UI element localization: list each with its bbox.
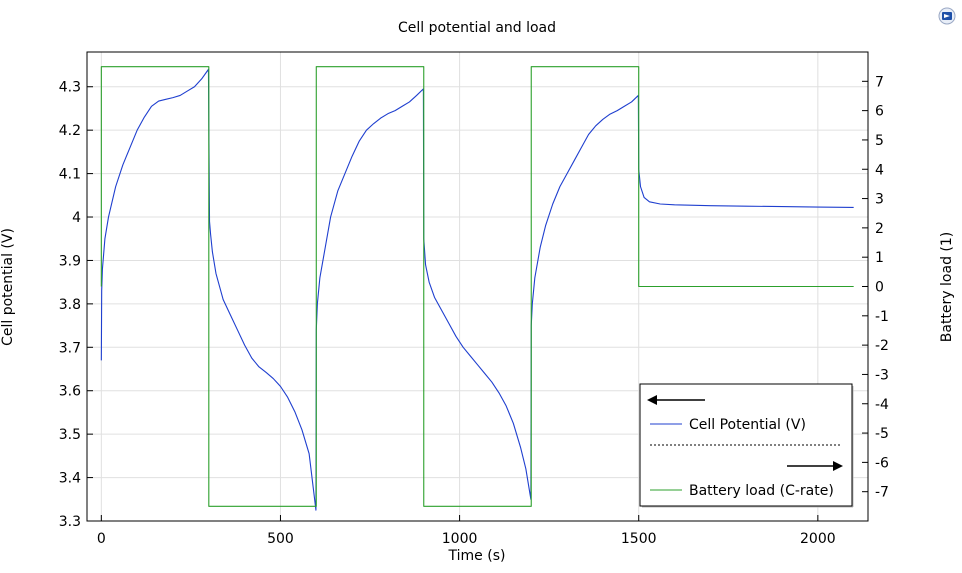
left-y-axis-label: Cell potential (V) [0, 228, 16, 346]
left-y-tick-label: 3.8 [59, 297, 81, 313]
legend-label-cell-potential: Cell Potential (V) [689, 417, 806, 433]
right-y-tick-label: 4 [875, 162, 884, 178]
x-tick-label: 1500 [621, 531, 657, 547]
right-y-tick-label: 1 [875, 250, 884, 266]
x-tick-label: 2000 [800, 531, 836, 547]
series-line-battery-load [100, 66, 854, 507]
left-y-tick-label: 4.3 [59, 80, 81, 96]
right-y-tick-label: 2 [875, 221, 884, 237]
left-y-tick-label: 3.5 [59, 427, 81, 443]
x-tick-label: 500 [267, 531, 294, 547]
x-tick-label: 0 [97, 531, 106, 547]
series-line-cell-potential [100, 68, 854, 511]
right-y-tick-label: 6 [875, 104, 884, 120]
right-y-axis-label: Battery load (1) [939, 232, 955, 342]
x-axis-label: Time (s) [448, 548, 506, 564]
right-y-tick-label: -6 [875, 455, 889, 471]
left-y-tick-label: 3.4 [59, 471, 81, 487]
right-y-axis-ticks: -7 -6 -5 -4 -3 -2 -1 0 1 2 3 4 5 6 7 [862, 74, 889, 501]
left-y-tick-label: 3.3 [59, 514, 81, 530]
right-y-tick-label: -1 [875, 309, 889, 325]
x-axis-ticks: 0 500 1000 1500 2000 [97, 515, 836, 547]
left-y-tick-label: 3.6 [59, 384, 81, 400]
legend-label-battery-load: Battery load (C-rate) [689, 483, 834, 499]
series-curves [100, 66, 854, 511]
left-y-axis-ticks: 3.3 3.4 3.5 3.6 3.7 3.8 3.9 4 4.1 4.2 4.3 [59, 80, 93, 530]
right-y-tick-label: 5 [875, 133, 884, 149]
left-y-tick-label: 3.7 [59, 340, 81, 356]
right-y-tick-label: 0 [875, 280, 884, 296]
app-logo-icon [938, 7, 956, 25]
legend-right-axis-arrow-icon [787, 461, 843, 471]
right-y-tick-label: 3 [875, 192, 884, 208]
left-y-tick-label: 4.1 [59, 167, 81, 183]
left-y-tick-label: 4 [72, 210, 81, 226]
legend: Cell Potential (V) Battery load (C-rate) [639, 383, 854, 508]
right-y-tick-label: -4 [875, 397, 889, 413]
right-y-tick-label: -2 [875, 338, 889, 354]
left-y-tick-label: 4.2 [59, 123, 81, 139]
right-y-tick-label: -5 [875, 426, 889, 442]
grid [87, 52, 868, 522]
right-y-tick-label: 7 [875, 74, 884, 90]
left-y-tick-label: 3.9 [59, 253, 81, 269]
x-tick-label: 1000 [442, 531, 478, 547]
chart-title: Cell potential and load [398, 20, 556, 36]
right-y-tick-label: -3 [875, 367, 889, 383]
legend-left-axis-arrow-icon [647, 395, 705, 405]
right-y-tick-label: -7 [875, 485, 889, 501]
